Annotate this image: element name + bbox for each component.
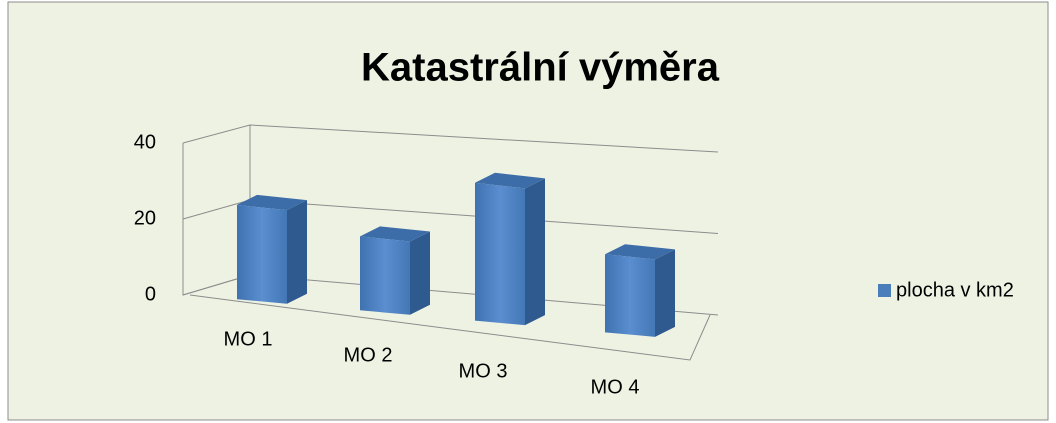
x-tick-label: MO 4 [591, 376, 640, 398]
chart-title: Katastrální výměra [361, 46, 720, 90]
bar-side [287, 200, 307, 304]
legend-swatch [878, 284, 891, 297]
bar [237, 194, 307, 304]
bar-front [605, 254, 655, 337]
bar [360, 226, 430, 315]
bar-side [410, 231, 430, 315]
bar-top [605, 244, 675, 260]
x-tick-label: MO 3 [459, 360, 508, 382]
y-tick-label: 0 [145, 283, 156, 305]
bar-front [360, 236, 410, 315]
x-tick-label: MO 2 [344, 344, 393, 366]
bar-top [475, 172, 545, 189]
bar-front [475, 182, 525, 326]
y-tick-label: 20 [134, 207, 156, 229]
bar [475, 172, 545, 326]
y-tick-label: 40 [134, 131, 156, 153]
bar-side [655, 249, 675, 337]
plot-area: 0 20 40 MO 1 MO 2 MO 3 MO 4 plocha v km2 [134, 124, 1014, 398]
bar-side [525, 178, 545, 326]
bar-top [237, 194, 307, 211]
bar-front [237, 204, 287, 304]
x-tick-label: MO 1 [224, 328, 273, 350]
floor [189, 294, 711, 361]
bar-top [360, 226, 430, 242]
legend-label: plocha v km2 [896, 279, 1014, 301]
grid-line [182, 124, 719, 153]
bar [605, 244, 675, 337]
